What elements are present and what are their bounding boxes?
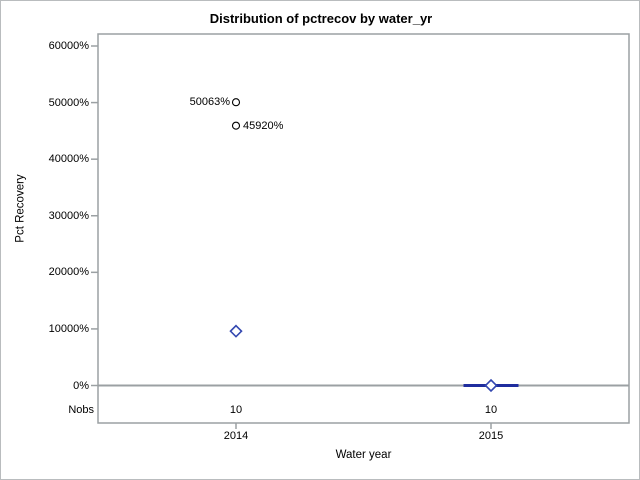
y-tick-label: 60000%	[48, 40, 89, 52]
y-tick-label: 30000%	[48, 209, 89, 222]
nobs-value: 10	[484, 404, 498, 416]
outlier-value-label: 45920%	[243, 119, 284, 132]
outlier-circle-marker	[231, 121, 241, 130]
plot-frame	[97, 33, 630, 424]
mean-diamond-marker	[229, 324, 243, 338]
outlier-circle-marker	[231, 98, 241, 107]
y-tick-label: 10000%	[48, 322, 89, 335]
y-tick-label: 40000%	[48, 153, 89, 166]
y-axis-title: Pct Recovery	[14, 174, 27, 243]
x-axis-title: Water year	[335, 449, 392, 461]
x-category-label: 2014	[223, 430, 249, 442]
y-tick-label: 50000%	[48, 96, 89, 109]
x-category-label: 2015	[478, 430, 504, 442]
y-tick-label: 0%	[73, 379, 89, 392]
nobs-value: 10	[229, 404, 243, 416]
outlier-value-label: 50063%	[189, 96, 230, 109]
mean-diamond-marker	[484, 378, 498, 393]
nobs-row-label: Nobs	[68, 404, 94, 416]
chart-title: Distribution of pctrecov by water_yr	[209, 11, 433, 26]
y-tick-label: 20000%	[48, 266, 89, 279]
